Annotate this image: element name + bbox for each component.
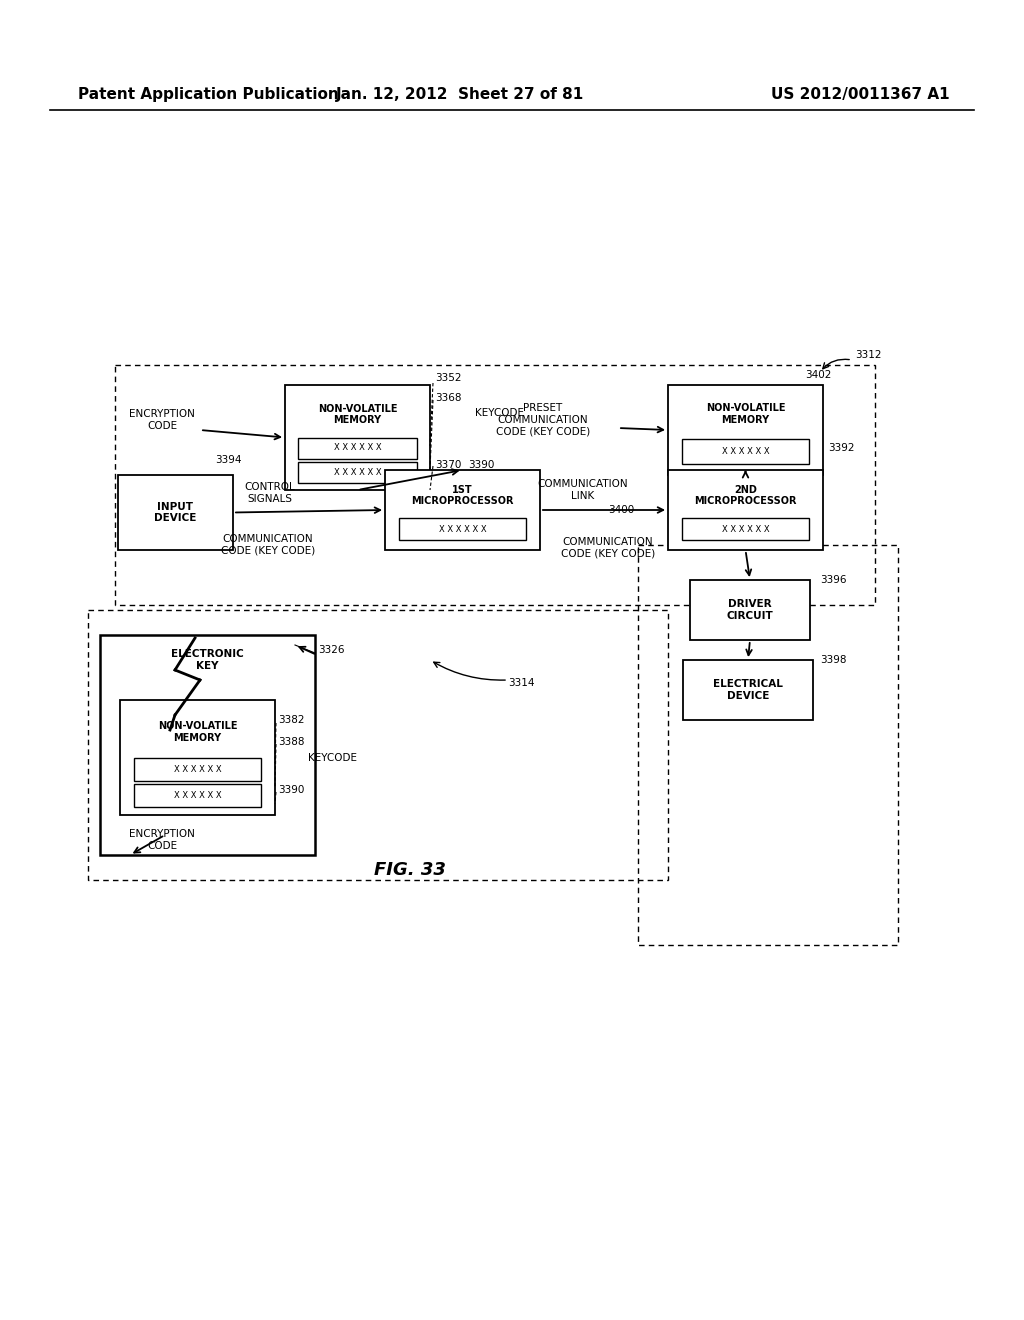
- Text: ENCRYPTION
CODE: ENCRYPTION CODE: [129, 409, 195, 430]
- Text: 3314: 3314: [508, 678, 535, 688]
- Bar: [285, 385, 430, 490]
- Text: 3392: 3392: [828, 444, 854, 453]
- Text: 3326: 3326: [318, 645, 344, 655]
- Bar: [298, 437, 417, 458]
- Text: X X X X X X: X X X X X X: [334, 444, 381, 453]
- Text: KEYCODE: KEYCODE: [475, 408, 524, 418]
- Text: KEYCODE: KEYCODE: [308, 752, 357, 763]
- Bar: [668, 385, 823, 475]
- Text: 3312: 3312: [855, 350, 882, 360]
- Bar: [638, 545, 898, 945]
- Text: Patent Application Publication: Patent Application Publication: [78, 87, 339, 103]
- Text: ELECTRICAL
DEVICE: ELECTRICAL DEVICE: [713, 680, 783, 701]
- Bar: [399, 517, 526, 540]
- Text: 2ND
MICROPROCESSOR: 2ND MICROPROCESSOR: [694, 484, 797, 507]
- Text: INPUT
DEVICE: INPUT DEVICE: [155, 502, 197, 523]
- Text: 3390: 3390: [468, 459, 495, 470]
- Text: NON-VOLATILE
MEMORY: NON-VOLATILE MEMORY: [317, 404, 397, 425]
- Text: NON-VOLATILE
MEMORY: NON-VOLATILE MEMORY: [158, 722, 238, 743]
- Text: US 2012/0011367 A1: US 2012/0011367 A1: [771, 87, 950, 103]
- Text: X X X X X X: X X X X X X: [438, 525, 486, 533]
- Bar: [298, 462, 417, 483]
- Bar: [120, 700, 275, 814]
- Text: 3390: 3390: [278, 785, 304, 795]
- Text: COMMUNICATION
LINK: COMMUNICATION LINK: [538, 479, 629, 500]
- Bar: [385, 470, 540, 550]
- Bar: [88, 610, 668, 880]
- Text: 3368: 3368: [435, 393, 462, 403]
- Bar: [683, 660, 813, 719]
- Text: CONTROL
SIGNALS: CONTROL SIGNALS: [245, 482, 295, 504]
- Bar: [115, 366, 874, 605]
- Text: 3388: 3388: [278, 737, 304, 747]
- Text: COMMUNICATION
CODE (KEY CODE): COMMUNICATION CODE (KEY CODE): [221, 535, 315, 556]
- Text: X X X X X X: X X X X X X: [334, 467, 381, 477]
- Text: 3370: 3370: [435, 459, 462, 470]
- Text: 3382: 3382: [278, 715, 304, 725]
- Text: PRESET
COMMUNICATION
CODE (KEY CODE): PRESET COMMUNICATION CODE (KEY CODE): [496, 404, 590, 437]
- Text: 3400: 3400: [608, 506, 634, 515]
- Text: 3396: 3396: [820, 576, 847, 585]
- Bar: [690, 579, 810, 640]
- Text: ELECTRONIC
KEY: ELECTRONIC KEY: [171, 649, 244, 671]
- Text: X X X X X X: X X X X X X: [722, 447, 769, 457]
- Text: Jan. 12, 2012  Sheet 27 of 81: Jan. 12, 2012 Sheet 27 of 81: [336, 87, 584, 103]
- Bar: [682, 440, 809, 465]
- Text: X X X X X X: X X X X X X: [174, 791, 221, 800]
- Bar: [134, 784, 261, 807]
- Text: 3352: 3352: [435, 374, 462, 383]
- Text: DRIVER
CIRCUIT: DRIVER CIRCUIT: [727, 599, 773, 620]
- Text: FIG. 33: FIG. 33: [374, 861, 445, 879]
- Text: COMMUNICATION
CODE (KEY CODE): COMMUNICATION CODE (KEY CODE): [561, 537, 655, 558]
- Text: NON-VOLATILE
MEMORY: NON-VOLATILE MEMORY: [706, 403, 785, 425]
- Text: X X X X X X: X X X X X X: [174, 764, 221, 774]
- Text: ENCRYPTION
CODE: ENCRYPTION CODE: [129, 829, 195, 851]
- Bar: [668, 470, 823, 550]
- Bar: [134, 758, 261, 780]
- Text: 3402: 3402: [805, 370, 831, 380]
- Bar: [682, 517, 809, 540]
- Text: 3398: 3398: [820, 655, 847, 665]
- Text: 1ST
MICROPROCESSOR: 1ST MICROPROCESSOR: [412, 484, 514, 507]
- Text: 3394: 3394: [215, 455, 242, 465]
- Bar: [100, 635, 315, 855]
- Text: X X X X X X: X X X X X X: [722, 525, 769, 533]
- Bar: [118, 475, 233, 550]
